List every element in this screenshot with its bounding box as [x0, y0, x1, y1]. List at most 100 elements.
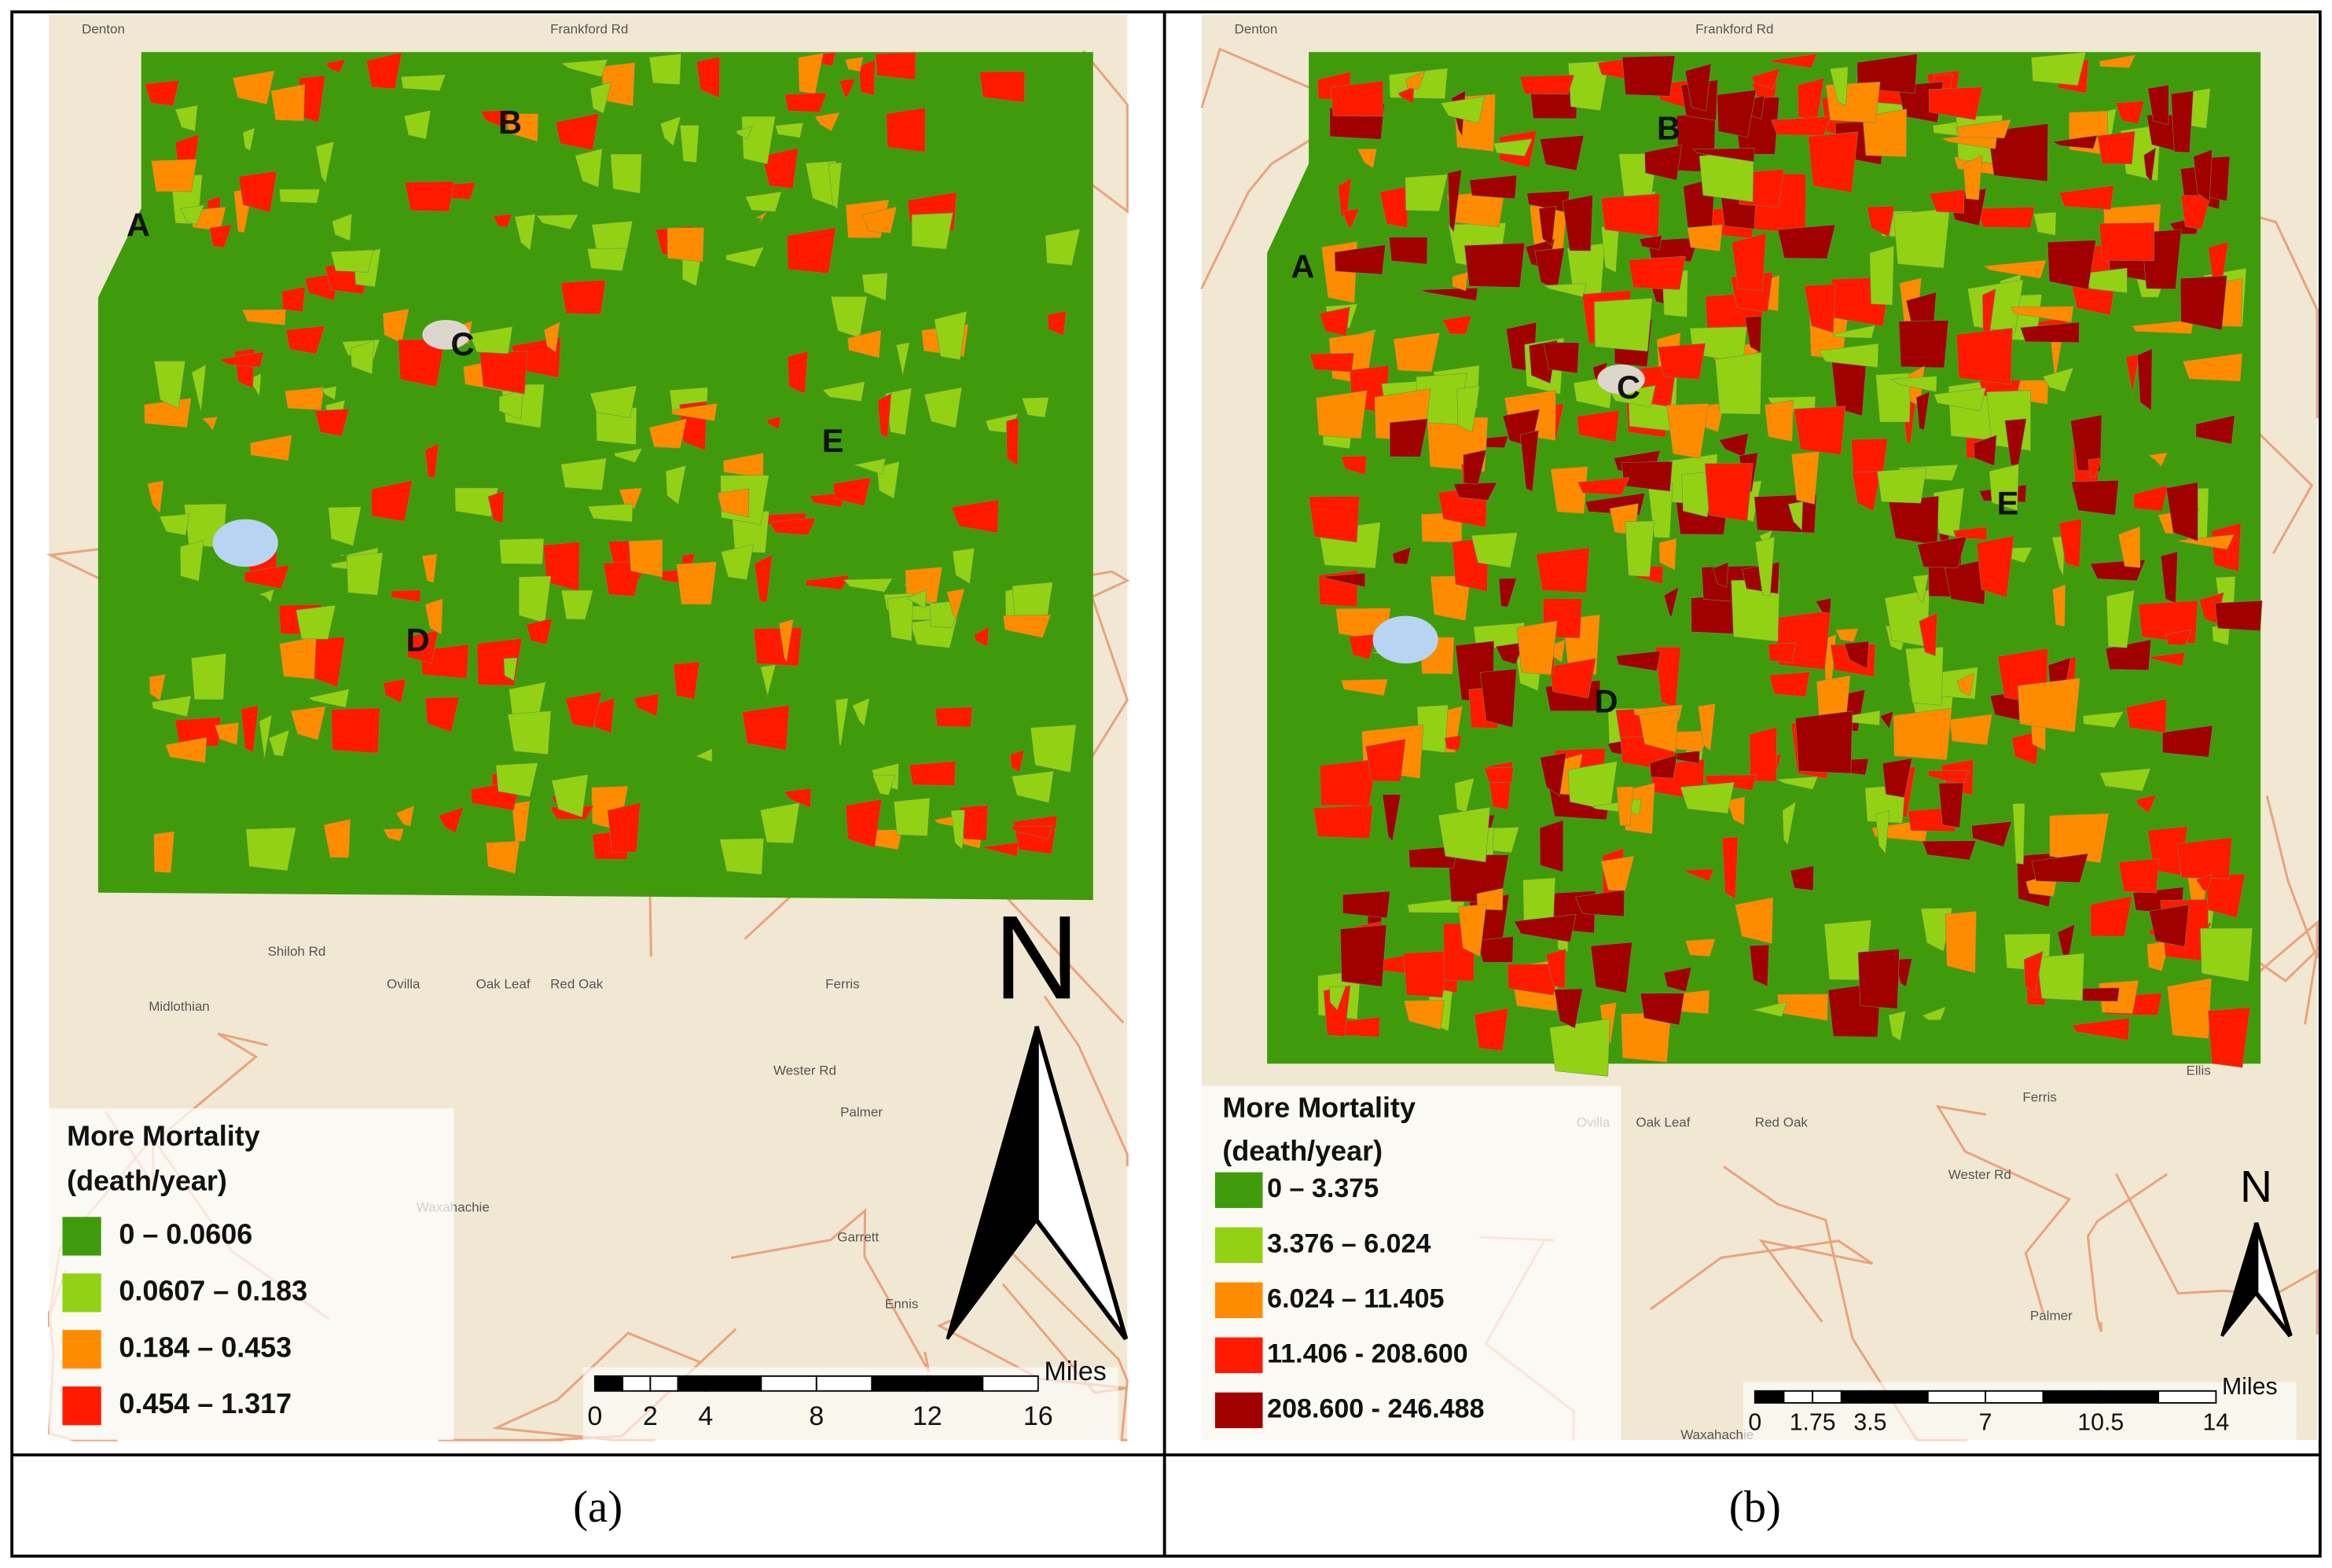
- site-label: C: [450, 325, 474, 362]
- tract: [153, 831, 175, 873]
- tract: [1644, 145, 1682, 181]
- road: [1000, 1241, 1129, 1441]
- tract: [1790, 451, 1820, 505]
- tract: [2058, 518, 2082, 568]
- tract: [1568, 61, 1610, 112]
- tract: [174, 717, 221, 747]
- tract: [1877, 467, 1927, 504]
- tract: [1640, 993, 1685, 1026]
- site-label: E: [822, 422, 844, 459]
- tract: [952, 548, 975, 585]
- tract: [877, 393, 892, 439]
- tract: [2143, 147, 2157, 182]
- tract: [323, 818, 351, 858]
- site-label: D: [1595, 682, 1618, 719]
- tract: [1889, 376, 1937, 392]
- scale-tick-label: 8: [809, 1401, 824, 1431]
- tract: [1888, 1010, 1906, 1041]
- legend-title: (death/year): [67, 1164, 227, 1196]
- tract: [845, 799, 883, 849]
- tract: [1045, 228, 1081, 266]
- tract: [1749, 726, 1777, 782]
- tract: [215, 722, 240, 746]
- tract: [2051, 536, 2066, 577]
- scale-segment: [760, 1375, 817, 1392]
- legend-label: 0 – 3.375: [1267, 1173, 1379, 1203]
- tract: [1554, 988, 1583, 1029]
- tract: [1938, 782, 1964, 828]
- tract: [1687, 224, 1723, 252]
- tract: [2148, 452, 2169, 468]
- tract: [1749, 944, 1770, 987]
- scale-segment: [2099, 1390, 2160, 1404]
- tract: [505, 113, 539, 142]
- tract: [1479, 668, 1517, 729]
- legend-swatch: [62, 1330, 101, 1369]
- tract: [1915, 391, 1930, 431]
- scale-tick-label: 0: [1748, 1409, 1761, 1435]
- tract: [1893, 208, 1950, 269]
- tract: [1875, 373, 1912, 423]
- tract: [858, 59, 876, 96]
- tract: [1519, 430, 1539, 493]
- tract: [828, 162, 843, 211]
- tract: [717, 488, 750, 518]
- tract: [754, 554, 773, 603]
- tract: [1777, 224, 1836, 259]
- tract: [1882, 758, 1913, 798]
- tract: [1983, 259, 2047, 279]
- tract: [238, 171, 277, 213]
- tract: [1835, 628, 1859, 643]
- tract: [741, 704, 790, 751]
- tract: [1419, 288, 1478, 301]
- tract: [835, 697, 849, 747]
- tract: [1471, 532, 1519, 568]
- tract: [1945, 559, 1987, 605]
- tract: [331, 707, 380, 754]
- tract: [1342, 890, 1391, 919]
- tract: [1715, 352, 1762, 415]
- tract: [589, 385, 637, 418]
- tract: [1452, 271, 1468, 292]
- tract: [1680, 782, 1735, 814]
- tract: [1953, 527, 1988, 541]
- place-label: Red Oak: [550, 977, 604, 992]
- tract: [1539, 819, 1564, 872]
- place-label: Oak Leaf: [476, 977, 531, 992]
- tract: [1919, 612, 1938, 656]
- tract: [258, 589, 274, 603]
- tract: [2071, 1017, 2130, 1041]
- tract: [1735, 897, 1774, 945]
- tract: [1956, 672, 1975, 696]
- tract: [852, 697, 870, 727]
- site-label: A: [127, 207, 150, 244]
- tract: [2099, 768, 2151, 791]
- tract: [330, 249, 374, 273]
- tract: [1989, 464, 2019, 512]
- tract: [1948, 714, 1992, 746]
- tract: [479, 351, 528, 395]
- urban-area: [1597, 364, 1645, 395]
- tract: [1920, 908, 1953, 952]
- tract: [766, 416, 781, 430]
- tract: [2137, 348, 2153, 411]
- tract: [2176, 534, 2235, 550]
- legend-label: 11.406 - 208.600: [1267, 1338, 1468, 1368]
- tract: [1782, 801, 1797, 846]
- tract: [935, 707, 973, 728]
- tract: [2011, 306, 2074, 323]
- tract: [778, 619, 794, 663]
- tract: [610, 153, 642, 194]
- tract: [1663, 967, 1692, 993]
- tract: [719, 838, 764, 875]
- tract: [1922, 1006, 1947, 1021]
- tract: [285, 325, 325, 354]
- legend-box: [1201, 1085, 1621, 1441]
- tract: [1519, 75, 1575, 95]
- tract: [2193, 149, 2213, 202]
- tract: [1832, 325, 1875, 339]
- tract: [2069, 414, 2102, 472]
- tract: [191, 364, 207, 412]
- scale-unit: Miles: [2222, 1374, 2278, 1400]
